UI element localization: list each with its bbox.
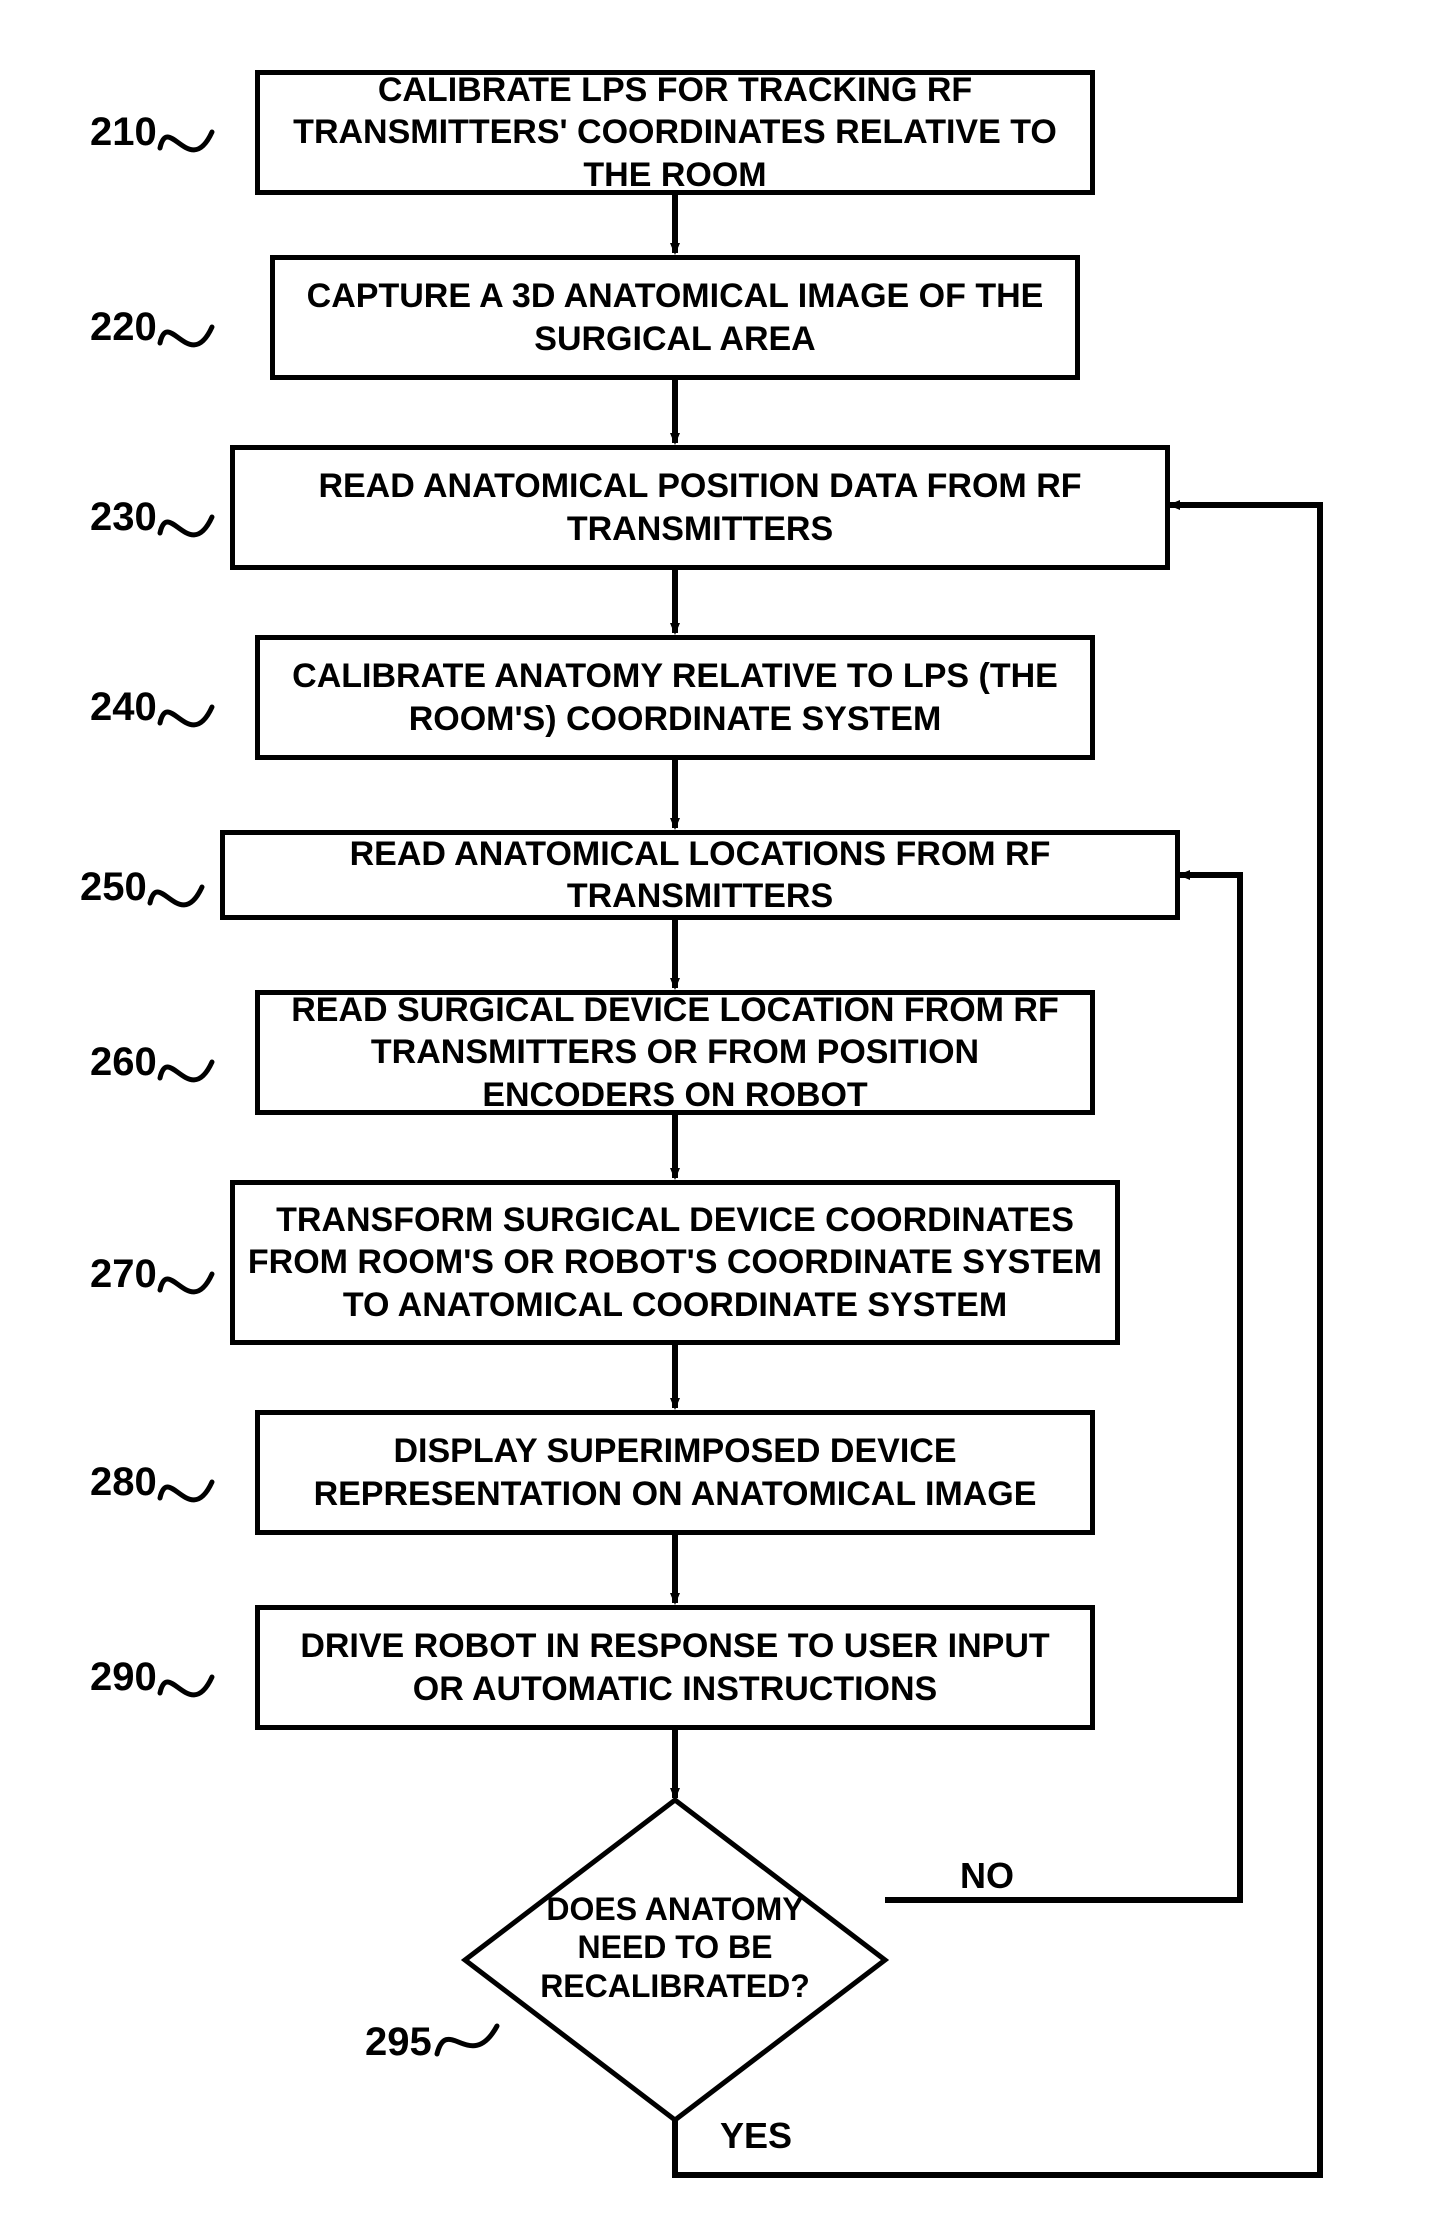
ref-number-260: 260	[90, 1040, 157, 1085]
process-box-280: DISPLAY SUPERIMPOSED DEVICE REPRESENTATI…	[255, 1410, 1095, 1535]
process-box-290: DRIVE ROBOT IN RESPONSE TO USER INPUT OR…	[255, 1605, 1095, 1730]
ref-number-250: 250	[80, 865, 147, 910]
ref-number-295: 295	[365, 2020, 432, 2065]
ref-number-280: 280	[90, 1460, 157, 1505]
ref-number-290: 290	[90, 1655, 157, 1700]
process-box-text: CALIBRATE LPS FOR TRACKING RF TRANSMITTE…	[272, 69, 1078, 197]
ref-number-240: 240	[90, 685, 157, 730]
ref-squiggle	[160, 1677, 212, 1695]
ref-squiggle	[160, 517, 212, 535]
process-box-260: READ SURGICAL DEVICE LOCATION FROM RF TR…	[255, 990, 1095, 1115]
ref-squiggle	[160, 132, 212, 150]
process-box-210: CALIBRATE LPS FOR TRACKING RF TRANSMITTE…	[255, 70, 1095, 195]
process-box-text: DISPLAY SUPERIMPOSED DEVICE REPRESENTATI…	[272, 1430, 1078, 1515]
process-box-240: CALIBRATE ANATOMY RELATIVE TO LPS (THE R…	[255, 635, 1095, 760]
ref-squiggle	[437, 2026, 497, 2054]
process-box-230: READ ANATOMICAL POSITION DATA FROM RF TR…	[230, 445, 1170, 570]
process-box-text: DRIVE ROBOT IN RESPONSE TO USER INPUT OR…	[272, 1625, 1078, 1710]
edge-label-no: NO	[960, 1855, 1014, 1897]
process-box-text: READ ANATOMICAL POSITION DATA FROM RF TR…	[247, 465, 1153, 550]
ref-number-210: 210	[90, 110, 157, 155]
ref-squiggle	[150, 887, 202, 905]
process-box-text: READ ANATOMICAL LOCATIONS FROM RF TRANSM…	[237, 833, 1163, 918]
process-box-250: READ ANATOMICAL LOCATIONS FROM RF TRANSM…	[220, 830, 1180, 920]
process-box-text: TRANSFORM SURGICAL DEVICE COORDINATES FR…	[247, 1199, 1103, 1327]
ref-number-220: 220	[90, 305, 157, 350]
ref-squiggle	[160, 327, 212, 345]
ref-squiggle	[160, 1274, 212, 1292]
process-box-text: CAPTURE A 3D ANATOMICAL IMAGE OF THE SUR…	[287, 275, 1063, 360]
ref-squiggle	[160, 707, 212, 725]
process-box-220: CAPTURE A 3D ANATOMICAL IMAGE OF THE SUR…	[270, 255, 1080, 380]
process-box-270: TRANSFORM SURGICAL DEVICE COORDINATES FR…	[230, 1180, 1120, 1345]
process-box-text: CALIBRATE ANATOMY RELATIVE TO LPS (THE R…	[272, 655, 1078, 740]
process-box-text: READ SURGICAL DEVICE LOCATION FROM RF TR…	[272, 989, 1078, 1117]
ref-squiggle	[160, 1482, 212, 1500]
ref-number-270: 270	[90, 1252, 157, 1297]
decision-label: DOES ANATOMY NEED TO BE RECALIBRATED?	[520, 1890, 830, 2005]
ref-number-230: 230	[90, 495, 157, 540]
ref-squiggle	[160, 1062, 212, 1080]
edge-label-yes: YES	[720, 2115, 792, 2157]
